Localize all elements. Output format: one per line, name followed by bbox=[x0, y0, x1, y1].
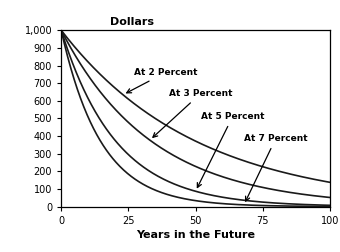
Text: At 2 Percent: At 2 Percent bbox=[127, 68, 197, 93]
Text: Dollars: Dollars bbox=[109, 17, 154, 27]
X-axis label: Years in the Future: Years in the Future bbox=[136, 230, 255, 240]
Text: At 5 Percent: At 5 Percent bbox=[197, 112, 265, 187]
Text: At 3 Percent: At 3 Percent bbox=[153, 89, 232, 137]
Text: At 7 Percent: At 7 Percent bbox=[244, 134, 307, 201]
